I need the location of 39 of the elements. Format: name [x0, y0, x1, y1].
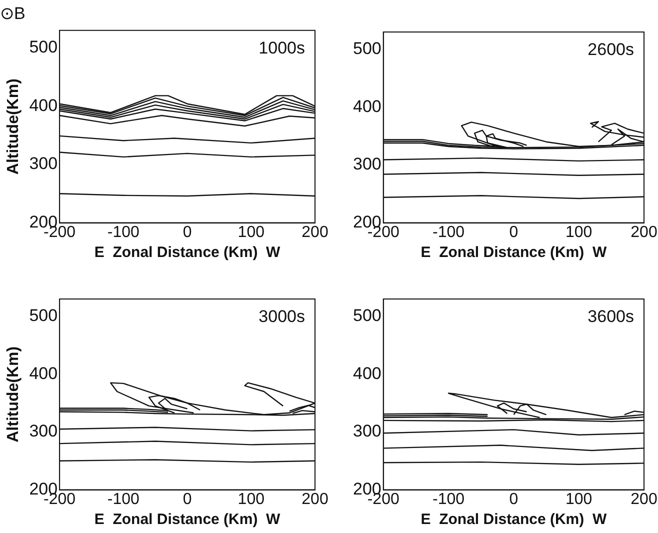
x-axis-title: E Zonal Distance (Km) W [420, 511, 608, 528]
y-tick-label: 500 [352, 39, 382, 58]
chart-title: ⊙B [0, 4, 26, 23]
x-tick-label: 100 [238, 224, 265, 241]
x-tick-label: 200 [630, 224, 658, 241]
y-tick-label: 500 [29, 306, 58, 326]
y-tick-label: 400 [29, 364, 58, 383]
x-axis-title: E Zonal Distance (Km) W [94, 244, 282, 262]
y-tick-label: 300 [352, 154, 382, 174]
annotation: 3600s [588, 307, 634, 326]
x-tick-label: -100 [432, 490, 465, 508]
x-tick-label: -100 [107, 224, 140, 241]
y-tick-label: 500 [352, 306, 382, 326]
y-tick-label: 400 [352, 96, 382, 116]
x-axis-title: E Zonal Distance (Km) W [420, 244, 608, 262]
x-tick-label: 0 [182, 490, 192, 508]
annotation: 1000s [258, 38, 305, 58]
y-tick-label: 300 [29, 422, 58, 441]
x-tick-label: 200 [630, 490, 658, 508]
x-tick-label: 200 [302, 490, 328, 508]
annotation: 3000s [258, 307, 305, 326]
x-tick-label: 0 [182, 224, 192, 241]
x-tick-label: 100 [565, 224, 592, 241]
x-tick-label: 200 [302, 224, 328, 241]
y-axis-title: Altitude(Km) [5, 78, 22, 175]
y-tick-label: 300 [352, 422, 382, 441]
y-tick-label: 500 [29, 38, 58, 57]
x-tick-label: -100 [107, 490, 140, 508]
x-axis-title: E Zonal Distance (Km) W [94, 511, 282, 528]
x-tick-label: 0 [509, 224, 518, 241]
x-tick-label: 100 [238, 490, 265, 508]
x-tick-label: -100 [432, 224, 465, 241]
y-tick-label: 400 [352, 364, 382, 383]
x-tick-label: 100 [565, 490, 592, 508]
annotation: 2600s [588, 40, 634, 60]
y-axis-title: Altitude(Km) [5, 346, 22, 442]
x-tick-label: 0 [509, 490, 518, 508]
y-tick-label: 300 [29, 154, 58, 174]
y-tick-label: 400 [29, 96, 58, 115]
